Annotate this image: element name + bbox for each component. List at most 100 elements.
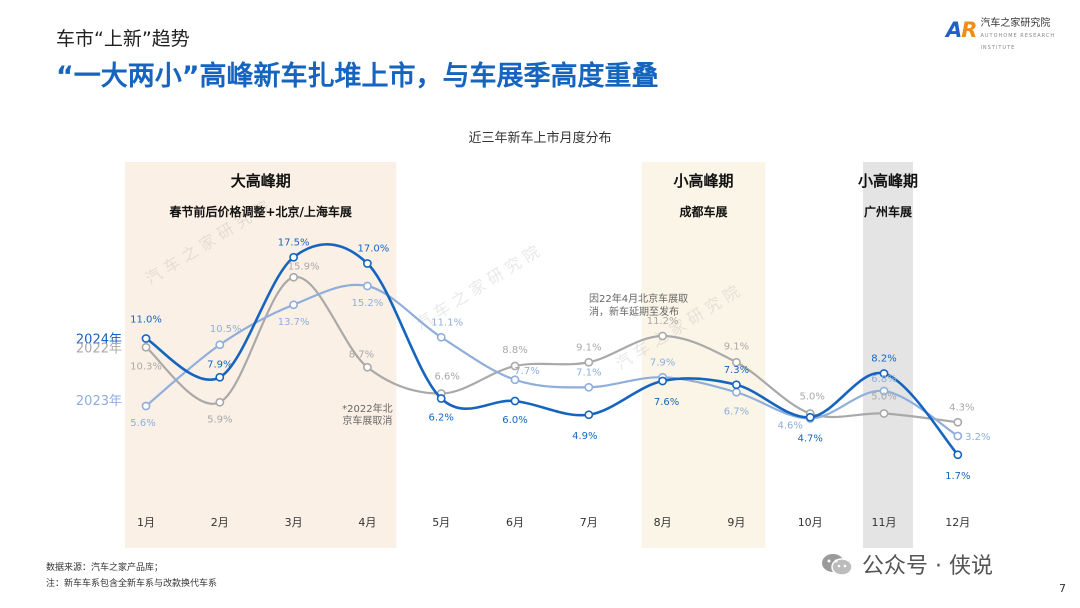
data-label: 6.6% bbox=[434, 372, 459, 383]
data-label: 5.6% bbox=[130, 418, 155, 429]
data-point bbox=[289, 252, 298, 262]
data-point bbox=[141, 334, 151, 343]
data-label: 17.0% bbox=[358, 244, 390, 255]
data-point bbox=[362, 362, 372, 372]
x-tick-label: 5月 bbox=[432, 516, 450, 529]
data-label: 8.2% bbox=[871, 354, 896, 365]
data-point bbox=[436, 332, 446, 342]
data-label: 10.3% bbox=[130, 361, 162, 372]
logo-text: 汽车之家研究院 bbox=[980, 18, 1051, 29]
data-label: 11.1% bbox=[431, 317, 463, 328]
peak-period-title: 大高峰期 bbox=[231, 172, 291, 190]
data-point bbox=[510, 396, 520, 406]
x-tick-label: 11月 bbox=[872, 516, 897, 529]
annotation-text: *2022年北 bbox=[342, 402, 392, 415]
peak-period-title: 小高峰期 bbox=[858, 172, 918, 190]
data-point bbox=[953, 431, 963, 441]
wechat-watermark: 公众号 · 侠说 bbox=[820, 548, 993, 580]
x-tick-label: 9月 bbox=[727, 516, 745, 529]
data-label: 4.6% bbox=[777, 421, 802, 432]
series-name-label: 2022年 bbox=[76, 341, 122, 356]
data-label: 5.0% bbox=[799, 392, 824, 403]
x-tick-label: 1月 bbox=[137, 516, 155, 529]
brand-logo: AR 汽车之家研究院 AUTOHOME RESEARCH INSTITUTE bbox=[946, 18, 1080, 54]
x-tick-label: 2月 bbox=[211, 516, 229, 529]
x-tick-label: 6月 bbox=[506, 516, 524, 529]
data-point bbox=[732, 357, 741, 367]
data-label: 6.0% bbox=[502, 415, 527, 426]
data-point bbox=[879, 369, 889, 378]
data-point bbox=[732, 380, 741, 390]
data-label: 9.1% bbox=[576, 342, 601, 353]
series-name-label: 2024年 bbox=[76, 333, 122, 348]
data-point bbox=[658, 376, 667, 386]
data-point bbox=[584, 357, 594, 367]
x-tick-label: 4月 bbox=[358, 516, 376, 529]
data-point bbox=[215, 397, 225, 407]
data-label: 3.2% bbox=[965, 432, 990, 443]
peak-period-title: 小高峰期 bbox=[673, 172, 733, 190]
chart-title: 近三年新车上市月度分布 bbox=[468, 131, 612, 146]
data-point bbox=[732, 387, 741, 397]
data-point bbox=[215, 372, 225, 382]
data-point bbox=[362, 259, 372, 268]
data-point bbox=[510, 361, 520, 371]
data-label: 4.9% bbox=[572, 431, 597, 442]
series-line bbox=[145, 283, 959, 437]
x-tick-label: 10月 bbox=[798, 516, 823, 529]
data-label: 7.7% bbox=[514, 366, 539, 377]
data-label: 13.7% bbox=[278, 317, 310, 328]
data-label: 11.0% bbox=[130, 315, 162, 326]
series-name-label: 2023年 bbox=[76, 394, 122, 409]
page-title: “一大两小”高峰新车扎堆上市，与车展季高度重叠 bbox=[56, 61, 659, 92]
data-label: 6.8% bbox=[871, 374, 896, 385]
series-line bbox=[145, 243, 959, 456]
data-label: 10.5% bbox=[210, 324, 242, 335]
data-point bbox=[141, 401, 151, 411]
data-label: 5.9% bbox=[207, 414, 232, 425]
data-label: 6.7% bbox=[724, 406, 749, 417]
logo-mark: AR bbox=[946, 18, 977, 42]
x-tick-label: 12月 bbox=[945, 516, 970, 529]
data-label: 6.2% bbox=[428, 413, 453, 424]
peak-period-subtitle: 春节前后价格调整+北京/上海车展 bbox=[168, 204, 351, 219]
data-label: 8.7% bbox=[349, 349, 374, 360]
data-label: 15.9% bbox=[288, 261, 320, 272]
data-point bbox=[289, 300, 298, 310]
data-label: 17.5% bbox=[278, 237, 310, 248]
data-label: 1.7% bbox=[945, 471, 970, 482]
peak-period-band bbox=[125, 162, 397, 548]
data-label: 7.9% bbox=[650, 357, 675, 368]
annotation-text: 京车展取消 bbox=[342, 414, 392, 427]
data-point bbox=[436, 394, 446, 403]
data-label: 15.2% bbox=[352, 298, 384, 309]
data-point bbox=[510, 375, 520, 385]
data-point bbox=[879, 386, 889, 396]
x-tick-label: 7月 bbox=[580, 516, 598, 529]
annotation-text: 因22年4月北京车展取 bbox=[589, 292, 688, 305]
data-point bbox=[141, 342, 151, 352]
wechat-icon bbox=[822, 554, 853, 576]
page-number: 7 bbox=[1059, 582, 1066, 595]
data-point bbox=[215, 340, 225, 350]
data-label: 7.6% bbox=[654, 397, 679, 408]
logo-subtext: AUTOHOME RESEARCH INSTITUTE bbox=[980, 33, 1056, 51]
x-tick-label: 3月 bbox=[285, 516, 303, 529]
data-label: 7.9% bbox=[207, 359, 232, 370]
data-point bbox=[584, 410, 594, 420]
data-point bbox=[362, 281, 372, 291]
data-point bbox=[879, 409, 889, 418]
data-point bbox=[805, 412, 815, 422]
data-label: 11.2% bbox=[647, 316, 679, 327]
data-point bbox=[289, 272, 298, 282]
data-label: 9.1% bbox=[724, 341, 749, 352]
wechat-account-label: 公众号 · 侠说 bbox=[862, 554, 993, 579]
data-point bbox=[953, 417, 963, 427]
data-label: 5.0% bbox=[871, 392, 896, 403]
peak-period-band bbox=[641, 162, 766, 548]
data-label: 8.8% bbox=[502, 345, 527, 356]
peak-period-band bbox=[863, 162, 913, 548]
logo-text-block: 汽车之家研究院 AUTOHOME RESEARCH INSTITUTE bbox=[980, 18, 1080, 54]
data-label: 4.3% bbox=[949, 402, 974, 413]
